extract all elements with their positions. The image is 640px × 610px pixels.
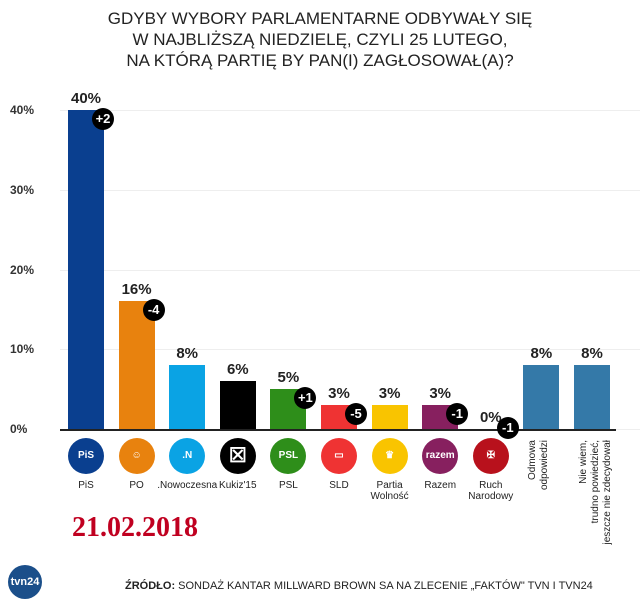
party-name: PiS — [78, 480, 94, 491]
category-label: Odmowa odpowiedzi — [527, 440, 551, 491]
source-note: ŹRÓDŁO: SONDAŻ KANTAR MILLWARD BROWN SA … — [125, 580, 593, 592]
value-label: 3% — [429, 385, 452, 403]
party-logo-icon: ✠ — [472, 438, 509, 474]
bar — [574, 365, 610, 429]
party-logo-icon: ☒ — [219, 438, 256, 474]
y-tick-label: 0% — [10, 422, 28, 436]
y-tick-label: 30% — [10, 182, 35, 197]
y-tick-label: 20% — [10, 262, 35, 277]
value-label: 8% — [530, 345, 553, 363]
change-badge: +1 — [294, 387, 317, 410]
bar — [371, 405, 408, 429]
value-label: 16% — [121, 281, 152, 299]
gridline — [60, 110, 640, 111]
change-badge: -1 — [496, 417, 519, 439]
change-badge: -4 — [142, 299, 165, 322]
party-logo-icon: ▭ — [321, 438, 357, 474]
source-text: SONDAŻ KANTAR MILLWARD BROWN SA NA ZLECE… — [175, 580, 593, 592]
source-label: ŹRÓDŁO: — [125, 580, 176, 592]
change-badge: -1 — [446, 403, 469, 426]
bar — [523, 365, 560, 429]
party-logo-icon: PSL — [270, 438, 307, 474]
party-name: SLD — [329, 480, 349, 491]
x-axis — [60, 429, 616, 431]
party-name: Partia Wolność — [370, 480, 409, 502]
party-name: .Nowoczesna — [157, 480, 218, 491]
date-label: 21.02.2018 — [72, 512, 198, 543]
y-tick-label: 40% — [10, 103, 35, 117]
chart-title: GDYBY WYBORY PARLAMENTARNE ODBYWAŁY SIĘ … — [0, 8, 640, 71]
gridline — [60, 189, 640, 191]
value-label: 0% — [479, 409, 502, 426]
value-label: 3% — [328, 385, 350, 403]
title-line-1: GDYBY WYBORY PARLAMENTARNE ODBYWAŁY SIĘ — [107, 9, 533, 28]
party-name: PO — [129, 480, 144, 491]
bar — [118, 301, 155, 429]
party-name: Ruch Narodowy — [468, 480, 514, 502]
value-label: 40% — [70, 89, 102, 107]
party-logo-icon: ☺ — [118, 438, 155, 474]
gridline — [60, 349, 640, 351]
change-badge: +2 — [92, 107, 114, 130]
value-label: 6% — [226, 361, 249, 379]
party-name: Razem — [424, 480, 457, 491]
party-logo-icon: razem — [422, 438, 459, 474]
bar — [68, 109, 104, 429]
party-name: Kukiz'15 — [219, 480, 257, 491]
value-label: 3% — [378, 385, 401, 403]
y-tick-label: 10% — [10, 342, 35, 357]
change-badge: -5 — [345, 403, 367, 426]
value-label: 5% — [277, 369, 300, 387]
tvn24-logo: tvn24 — [8, 565, 42, 599]
value-label: 8% — [176, 345, 199, 363]
party-logo-icon: PiS — [68, 438, 104, 474]
party-logo-icon: .N — [169, 438, 206, 474]
value-label: 8% — [581, 345, 603, 363]
party-logo-icon: ♛ — [371, 438, 408, 474]
category-label: Nie wiem, trudno powiedzieć, jeszcze nie… — [578, 440, 613, 545]
party-name: PSL — [278, 480, 298, 491]
bar — [169, 365, 206, 429]
title-line-2: W NAJBLIŻSZĄ NIEDZIELĘ, CZYLI 25 LUTEGO, — [132, 30, 508, 49]
bar — [219, 381, 256, 429]
title-line-3: NA KTÓRĄ PARTIĘ BY PAN(I) ZAGŁOSOWAŁ(A)? — [126, 51, 514, 70]
gridline — [60, 269, 640, 271]
